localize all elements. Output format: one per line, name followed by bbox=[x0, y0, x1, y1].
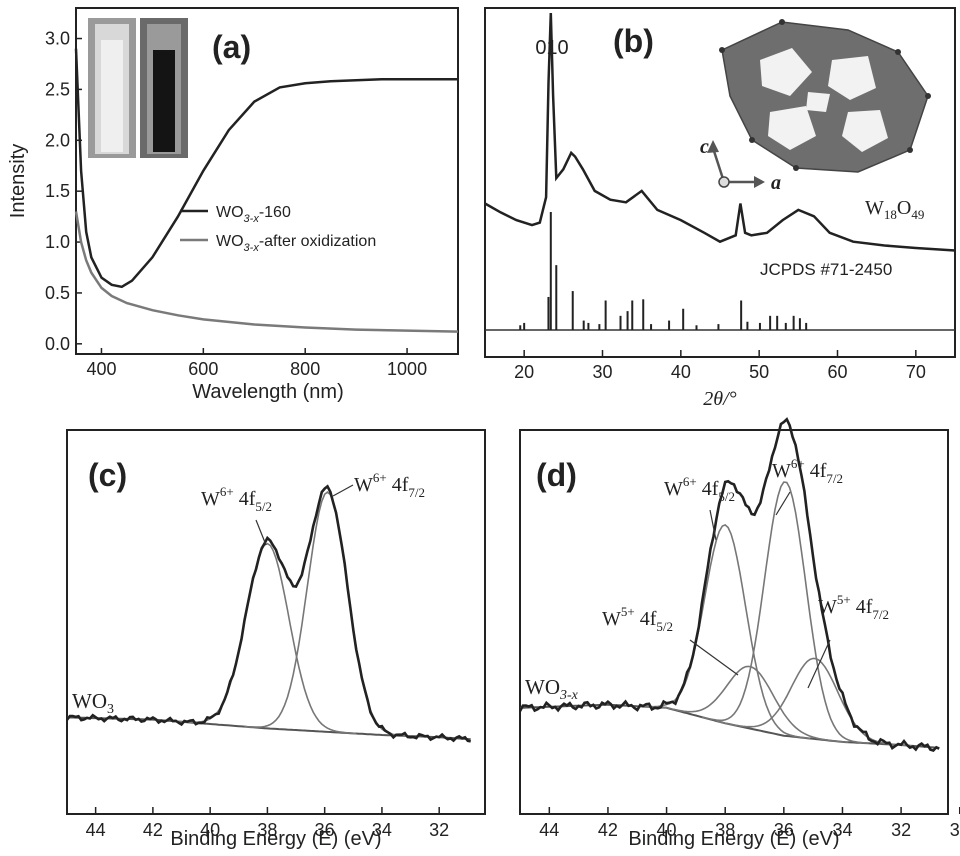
cuvette-photo-inset bbox=[88, 18, 188, 158]
crystal-structure-inset bbox=[719, 19, 931, 173]
panel-a-ytick-label: 0.0 bbox=[45, 334, 70, 354]
annotation-d-w5-4f72: W5+ 4f7/2 bbox=[818, 592, 889, 622]
legend-label-wo3x-oxidized: WO3-x-after oxidization bbox=[216, 233, 376, 254]
panel-a-ytick-label: 1.0 bbox=[45, 232, 70, 252]
panel-a-xtick-label: 1000 bbox=[387, 359, 427, 379]
annotation-d-w5-4f52: W5+ 4f5/2 bbox=[602, 604, 673, 634]
panel-a-ytick-label: 1.5 bbox=[45, 181, 70, 201]
panel-c-x-ticks: 44 42 40 38 36 34 32 bbox=[86, 807, 449, 840]
panel-d-frame bbox=[519, 429, 949, 815]
component-peak bbox=[178, 542, 357, 735]
panel-d-xtick-label: 30 bbox=[950, 820, 960, 840]
panel-a-ytick-label: 2.5 bbox=[45, 79, 70, 99]
panel-b-xtick-label: 50 bbox=[749, 362, 769, 382]
panel-d-xtick-label: 40 bbox=[657, 820, 677, 840]
panel-d-curves bbox=[518, 417, 940, 752]
panel-c-xtick-label: 42 bbox=[143, 820, 163, 840]
component-peak bbox=[244, 491, 411, 737]
panel-b-label: (b) bbox=[613, 23, 654, 59]
panel-a-ylabel: Intensity bbox=[7, 144, 29, 218]
panel-a-ytick-label: 0.5 bbox=[45, 283, 70, 303]
panel-b-xtick-label: 60 bbox=[827, 362, 847, 382]
panel-c-curves bbox=[65, 484, 471, 743]
panel-d-xtick-label: 44 bbox=[539, 820, 559, 840]
panel-c-annotations: W6+ 4f5/2 W6+ 4f7/2 bbox=[201, 470, 425, 546]
panel-c-xtick-label: 38 bbox=[257, 820, 277, 840]
component-peak bbox=[716, 657, 913, 747]
panel-d-xtick-label: 36 bbox=[774, 820, 794, 840]
panel-b-x-ticks: 20 30 40 50 60 70 bbox=[514, 350, 926, 382]
panel-d-xlabel: Binding Energy (E) (eV) bbox=[628, 828, 839, 850]
annotation-d-w6-4f72: W6+ 4f7/2 bbox=[772, 456, 843, 486]
panel-a-x-ticks: 400 600 800 1000 bbox=[86, 348, 427, 379]
panel-a-legend: WO3-x-160 WO3-x-after oxidization bbox=[180, 204, 376, 254]
annotation-w6-4f72: W6+ 4f7/2 bbox=[354, 470, 425, 500]
crystal-axis-c: c bbox=[700, 136, 709, 158]
panel-a-xtick-label: 600 bbox=[188, 359, 218, 379]
panel-a-xtick-label: 800 bbox=[290, 359, 320, 379]
series-wo3x-oxidized bbox=[74, 211, 459, 333]
crystal-axes-indicator: c a bbox=[700, 136, 781, 194]
panel-c-xtick-label: 40 bbox=[200, 820, 220, 840]
panel-a-series bbox=[74, 48, 459, 333]
panel-c-xtick-label: 34 bbox=[372, 820, 392, 840]
crystal-axis-a: a bbox=[771, 172, 781, 194]
component-peak bbox=[701, 481, 869, 744]
panel-b-reference-label: JCPDS #71-2450 bbox=[760, 260, 892, 279]
panel-b-xlabel: 2θ/° bbox=[703, 388, 736, 410]
panel-d-xtick-label: 42 bbox=[598, 820, 618, 840]
envelope-curve bbox=[518, 417, 940, 752]
panel-d-xps: 44 42 40 38 36 34 32 30 Binding Energy (E) (eV)… bbox=[518, 417, 960, 850]
panel-d-sample-label: WO3-x bbox=[525, 675, 579, 703]
panel-d-annotations: W6+ 4f5/2 W6+ 4f7/2 W5+ 4f5/2 W5+ 4f7/2 bbox=[602, 456, 889, 689]
panel-c-frame bbox=[66, 429, 486, 815]
panel-b-peak-label: 010 bbox=[535, 37, 568, 59]
annotation-d-w6-4f52: W6+ 4f5/2 bbox=[664, 474, 735, 504]
panel-b-xtick-label: 20 bbox=[514, 362, 534, 382]
panel-b-pattern bbox=[484, 12, 956, 252]
panel-a-ytick-label: 3.0 bbox=[45, 29, 70, 49]
component-peak bbox=[651, 665, 849, 743]
panel-a-ytick-label: 2.0 bbox=[45, 130, 70, 150]
panel-c-xtick-label: 32 bbox=[429, 820, 449, 840]
series-wo3x-160 bbox=[74, 48, 458, 289]
panel-a-xtick-label: 400 bbox=[86, 359, 116, 379]
annotation-w6-4f52: W6+ 4f5/2 bbox=[201, 484, 272, 514]
panel-a-uv-vis: 0.0 0.5 1.0 1.5 2.0 2.5 3.0 400 600 800 1000 Inte… bbox=[7, 7, 459, 403]
panel-a-xlabel: Wavelength (nm) bbox=[192, 381, 344, 403]
panel-d-x-ticks: 44 42 40 38 36 34 32 30 bbox=[539, 807, 960, 840]
panel-d-xtick-label: 32 bbox=[891, 820, 911, 840]
panel-b-xtick-label: 30 bbox=[592, 362, 612, 382]
panel-d-xtick-label: 38 bbox=[715, 820, 735, 840]
panel-b-xtick-label: 40 bbox=[671, 362, 691, 382]
panel-c-sample-label: WO3 bbox=[72, 689, 114, 717]
legend-label-wo3x-160: WO3-x-160 bbox=[216, 204, 291, 225]
panel-c-xtick-label: 36 bbox=[315, 820, 335, 840]
panel-b-xtick-label: 70 bbox=[906, 362, 926, 382]
panel-a-label: (a) bbox=[212, 29, 251, 65]
panel-c-xtick-label: 44 bbox=[86, 820, 106, 840]
panel-b-sample-label: W18O49 bbox=[865, 197, 924, 222]
panel-c-xlabel: Binding Energy (E) (eV) bbox=[170, 828, 381, 850]
envelope-curve bbox=[65, 484, 471, 743]
panel-d-xtick-label: 34 bbox=[832, 820, 852, 840]
panel-b-xrd: 20 30 40 50 60 70 2θ/° 010 (b) W18O49 JCPDS #… bbox=[484, 7, 956, 410]
panel-a-frame bbox=[75, 7, 459, 355]
panel-b-frame bbox=[484, 7, 956, 358]
panel-d-label: (d) bbox=[536, 457, 577, 493]
series-w18o49-pattern bbox=[484, 12, 956, 252]
panel-b-reference-peaks bbox=[485, 212, 955, 331]
panel-c-label: (c) bbox=[88, 457, 127, 493]
panel-c-xps: 44 42 40 38 36 34 32 Binding Energy (E) (eV) (… bbox=[65, 429, 486, 850]
